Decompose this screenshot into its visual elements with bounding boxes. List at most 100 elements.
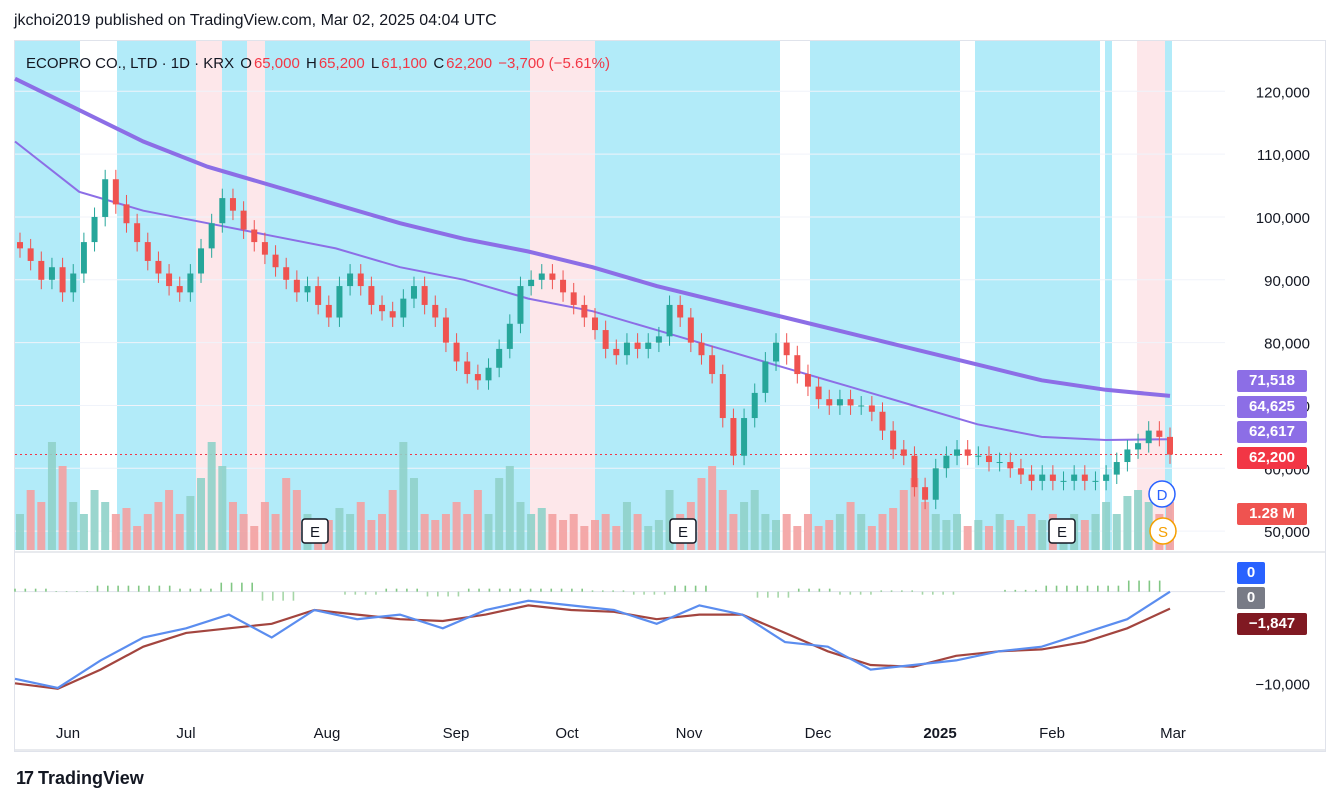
axes: 120,000110,000100,00090,00080,00070,0006… (15, 84, 1325, 751)
ma-long-badge: 71,518 (1237, 370, 1307, 392)
candle-body (783, 342, 790, 356)
x-tick: Dec (805, 725, 832, 742)
candle-body (198, 248, 205, 274)
candle-body (91, 216, 98, 243)
volume-bar (1080, 520, 1089, 550)
volume-bar (601, 514, 610, 550)
candle-body (485, 367, 492, 381)
volume-bar (1027, 514, 1036, 550)
candle-body (1028, 474, 1035, 481)
candle-body (1103, 474, 1110, 481)
volume-bar (271, 514, 280, 550)
volume-bar (175, 514, 184, 550)
volume-bar (793, 526, 802, 550)
candle-body (1113, 462, 1120, 475)
tv-logo-icon: 17 (16, 768, 34, 788)
candle-body (911, 455, 918, 488)
candle-body (474, 374, 481, 381)
candle-body (219, 198, 226, 224)
candle-body (496, 348, 503, 368)
volume-bar (782, 514, 791, 550)
candle-body (794, 355, 801, 375)
candle-body (304, 286, 311, 293)
candle-body (602, 330, 609, 349)
legend-low: 61,100 (381, 55, 428, 72)
volume-bar (772, 520, 781, 550)
legend-open: 65,000 (253, 55, 300, 72)
volume-bar (740, 502, 749, 550)
volume-bar (633, 514, 642, 550)
candle-body (38, 260, 45, 280)
candle-body (570, 292, 577, 305)
volume-bar (559, 520, 568, 550)
moving-averages (14, 76, 1171, 442)
volume-bar (921, 502, 930, 550)
price-tick: 100,000 (1256, 210, 1310, 227)
volume-bar (26, 490, 35, 550)
volume-bar (165, 490, 174, 550)
volume-bar (718, 490, 727, 550)
candle-body (283, 267, 290, 280)
volume-bar (111, 514, 120, 550)
candle-body (815, 386, 822, 400)
candle-body (730, 418, 737, 456)
ma-long-line (14, 76, 1171, 398)
volume-bar (995, 514, 1004, 550)
candle-body (517, 286, 524, 324)
split-marker (1149, 517, 1177, 545)
candle-body (687, 317, 694, 343)
candle-body (613, 348, 620, 356)
candle-body (59, 267, 66, 293)
volume-bar (186, 496, 195, 550)
candle-body (741, 418, 748, 456)
legend-change: −3,700 (−5.61%) (498, 55, 610, 72)
candle-body (347, 273, 354, 287)
candle-body (560, 279, 567, 293)
earnings-marker (669, 518, 697, 544)
split-label: S (1158, 524, 1168, 541)
x-tick: Nov (676, 725, 703, 742)
chart-frame[interactable] (14, 40, 1326, 752)
volume-bar (484, 514, 493, 550)
candle-body (932, 468, 939, 500)
candle-body (410, 286, 417, 299)
tradingview-logo[interactable]: 17 TradingView (16, 768, 144, 789)
price-tick: 110,000 (1257, 147, 1310, 164)
earnings-marker-label: E (310, 524, 320, 541)
candle-body (1156, 430, 1163, 437)
price-tick: 90,000 (1264, 273, 1310, 290)
volume-bar (867, 526, 876, 550)
candle-body (144, 242, 151, 261)
volume-bar (1134, 490, 1143, 550)
candle-body (1135, 443, 1142, 450)
candle-body (1060, 480, 1067, 482)
volume-bar (899, 490, 908, 550)
price-tick: 80,000 (1264, 336, 1310, 353)
volume-bar (591, 520, 599, 550)
volume-bar (622, 502, 631, 550)
signal-line (14, 604, 1171, 690)
candle-body (645, 342, 652, 349)
candle-body (858, 405, 865, 407)
dividend-marker (1148, 480, 1176, 508)
candle-body (1092, 480, 1099, 482)
ma-mid-badge: 64,625 (1237, 396, 1307, 418)
bg-band-10 (810, 41, 960, 550)
bg-band-4 (247, 41, 265, 550)
candle-body (677, 304, 684, 318)
volume-bar (356, 502, 365, 550)
volume-bar (931, 514, 940, 550)
volume-bar (580, 526, 589, 550)
earnings-marker-label: E (678, 524, 688, 541)
candle-body (954, 449, 961, 456)
x-tick: Mar (1160, 725, 1186, 742)
candle-body (623, 342, 630, 356)
volume-bar (228, 502, 237, 550)
macd-line (14, 590, 1171, 690)
volume-bar (761, 514, 770, 550)
volume-bar (942, 520, 951, 550)
volume-bar (90, 490, 99, 550)
candle-body (336, 286, 343, 318)
volume-bar (729, 514, 738, 550)
